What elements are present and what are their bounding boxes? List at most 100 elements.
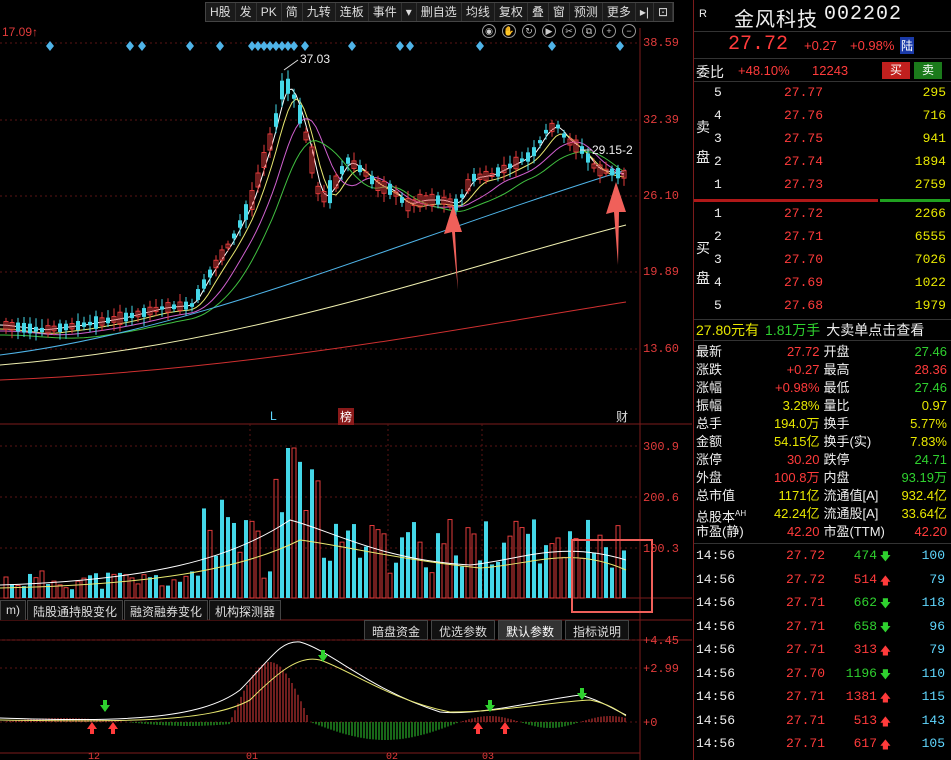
- ask-row-2[interactable]: 2 27.74 1894: [694, 151, 951, 174]
- big-order-text[interactable]: 大卖单点击查看: [826, 322, 925, 338]
- up-arrow-icon: 🡅: [879, 693, 891, 705]
- scissors-icon[interactable]: ✂: [562, 24, 576, 38]
- ask-row-1[interactable]: 1 27.73 2759: [694, 174, 951, 197]
- l-marker[interactable]: L: [270, 409, 277, 423]
- toolbar-item-12[interactable]: 窗: [549, 3, 570, 21]
- tab-default-params[interactable]: 默认参数: [498, 620, 563, 640]
- volume-bar: [111, 573, 117, 599]
- ask-row-5[interactable]: 5 27.77 295: [694, 82, 951, 105]
- bid-level: 5: [714, 298, 722, 313]
- copy-icon[interactable]: ⧉: [582, 24, 596, 38]
- volume-bar: [429, 572, 435, 599]
- candle-body: [51, 325, 57, 332]
- candle-body: [328, 180, 332, 204]
- tab-dark-pool[interactable]: 暗盘资金: [364, 620, 429, 640]
- buy-button[interactable]: 买: [882, 62, 910, 79]
- bid-row-3[interactable]: 3 27.70 7026: [694, 249, 951, 272]
- big-order-bar[interactable]: 27.80元有 1.81万手 大卖单点击查看: [694, 319, 951, 341]
- volume-bar: [178, 581, 182, 598]
- tab-indicator-help[interactable]: 指标说明: [565, 620, 630, 640]
- sell-button[interactable]: 卖: [914, 62, 942, 79]
- eye-icon[interactable]: ◉: [482, 24, 496, 38]
- toolbar-item-16[interactable]: ⊡: [654, 3, 674, 21]
- macd-indicator[interactable]: [0, 641, 627, 740]
- toolbar-item-11[interactable]: 叠: [528, 3, 549, 21]
- ask-level: 1: [714, 177, 722, 192]
- lu-tag[interactable]: 陆: [900, 37, 915, 54]
- sell-signal-arrow: [577, 688, 587, 700]
- zoom-in-icon[interactable]: +: [602, 24, 616, 38]
- bid-row-5[interactable]: 5 27.68 1979: [694, 295, 951, 318]
- tab-institution[interactable]: 机构探测器: [209, 600, 282, 620]
- volume-bar: [436, 533, 440, 598]
- event-diamond: [284, 41, 292, 51]
- toolbar-item-15[interactable]: ▸|: [636, 3, 655, 21]
- candle-body: [621, 170, 627, 179]
- toolbar-item-4[interactable]: 九转: [303, 3, 336, 21]
- candle-body: [99, 317, 105, 326]
- volume-bar: [22, 586, 26, 598]
- macd-axis-label-1: +4.45: [643, 634, 680, 648]
- hand-icon[interactable]: ✋: [502, 24, 516, 38]
- ask-bid-bar-green: [880, 199, 950, 202]
- tick-count: 79: [929, 642, 945, 657]
- candle-body: [249, 190, 255, 210]
- tick-direction: 🡇: [880, 619, 891, 638]
- toolbar-item-6[interactable]: 事件: [369, 3, 402, 21]
- ask-volume: 941: [922, 131, 946, 146]
- toolbar-item-10[interactable]: 复权: [495, 3, 528, 21]
- volume-bar: [339, 541, 345, 599]
- toolbar-item-1[interactable]: 发: [236, 3, 257, 21]
- toolbar-item-7[interactable]: ▾: [402, 3, 417, 21]
- volume-bar: [280, 512, 284, 598]
- event-markers[interactable]: [46, 41, 624, 51]
- stat-label: 涨跌: [696, 362, 723, 377]
- volume-bar: [544, 545, 548, 598]
- tab-m[interactable]: m): [0, 600, 26, 620]
- bang-marker[interactable]: 榜: [338, 408, 355, 425]
- chart-area[interactable]: H股发 PK 简九转 连板 事件 ▾ 删自选 均线 复权叠窗预测 更多 ▸| ⊡ 17.09↑ ◉ ✋ ↻…: [0, 0, 692, 760]
- ask-row-3[interactable]: 3 27.75 941: [694, 128, 951, 151]
- toolbar-item-0[interactable]: H股: [206, 3, 236, 21]
- stat-row: 涨幅 +0.98% 最低 27.46: [696, 379, 951, 397]
- toolbar-item-14[interactable]: 更多: [603, 3, 636, 21]
- candle-body: [82, 322, 86, 327]
- toolbar-item-9[interactable]: 均线: [462, 3, 495, 21]
- play-icon[interactable]: ▶: [542, 24, 556, 38]
- toolbar-item-3[interactable]: 简: [282, 3, 303, 21]
- candle-body: [147, 306, 153, 316]
- refresh-icon[interactable]: ↻: [522, 24, 536, 38]
- toolbar-item-2[interactable]: PK: [257, 3, 282, 21]
- x-axis-label-3: 02: [386, 752, 399, 760]
- tab-margin[interactable]: 融资融券变化: [124, 600, 209, 620]
- zoom-out-icon[interactable]: −: [622, 24, 636, 38]
- tab-lugutong[interactable]: 陆股通持股变化: [27, 600, 124, 620]
- bid-row-2[interactable]: 2 27.71 6555: [694, 226, 951, 249]
- bid-row-4[interactable]: 4 27.69 1022: [694, 272, 951, 295]
- volume-bar: [369, 525, 375, 599]
- ask-volume: 716: [922, 108, 946, 123]
- cai-marker[interactable]: 财: [616, 410, 629, 424]
- candle-body: [388, 183, 392, 195]
- toolbar-item-5[interactable]: 连板: [336, 3, 369, 21]
- volume-bar: [196, 575, 200, 598]
- tick-volume: 617: [853, 736, 877, 751]
- toolbar-item-13[interactable]: 预测: [570, 3, 603, 21]
- stat-label: 内盘: [823, 470, 850, 485]
- stat-value: 42.24亿: [773, 506, 820, 521]
- tick-count: 105: [921, 736, 945, 751]
- stat-value: 42.20: [914, 524, 947, 539]
- volume-bar: [592, 552, 596, 598]
- ask-row-4[interactable]: 4 27.76 716: [694, 105, 951, 128]
- tick-time: 14:56: [696, 548, 736, 563]
- toolbar-item-8[interactable]: 删自选: [417, 3, 462, 21]
- stat-value: 3.28%: [782, 398, 820, 413]
- candlesticks[interactable]: [3, 70, 627, 341]
- up-arrow-icon: 🡅: [879, 740, 891, 752]
- volume-bars[interactable]: [0, 447, 627, 599]
- tick-time: 14:56: [696, 689, 736, 704]
- bid-row-1[interactable]: 1 27.72 2266: [694, 203, 951, 226]
- candle-body: [16, 322, 20, 332]
- tab-optimal-params[interactable]: 优选参数: [431, 620, 496, 640]
- tick-direction: 🡇: [880, 666, 891, 685]
